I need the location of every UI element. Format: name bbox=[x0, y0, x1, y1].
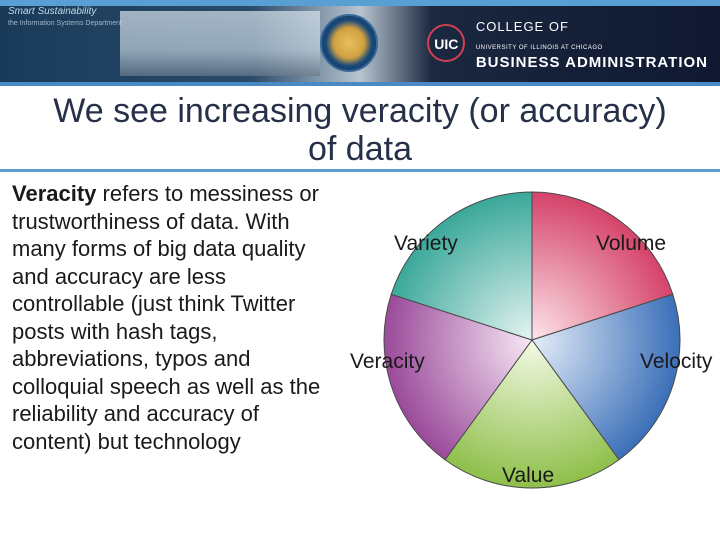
pie-label-value: Value bbox=[502, 464, 554, 488]
pie-label-velocity: Velocity bbox=[640, 350, 712, 374]
uic-university-label: UNIVERSITY OF ILLINOIS AT CHICAGO bbox=[476, 45, 603, 51]
body-paragraph: Veracity refers to messiness or trustwor… bbox=[12, 180, 342, 520]
header-banner: Smart Sustainability the Information Sys… bbox=[0, 0, 720, 82]
uic-ba-label: BUSINESS ADMINISTRATION bbox=[476, 54, 708, 71]
pie-label-veracity: Veracity bbox=[350, 350, 425, 374]
pie-label-volume: Volume bbox=[596, 232, 666, 256]
pie-chart-area: Variety Volume Velocity Value Veracity bbox=[342, 180, 714, 520]
body-rest: refers to messiness or trustworthiness o… bbox=[12, 181, 320, 454]
pie-label-variety: Variety bbox=[394, 232, 458, 256]
uic-college-label: COLLEGE OF bbox=[476, 19, 569, 34]
pie-chart bbox=[372, 180, 692, 500]
uic-logo-icon: UIC bbox=[427, 24, 465, 62]
title-region: We see increasing veracity (or accuracy)… bbox=[0, 86, 720, 172]
banner-bridge-image bbox=[120, 11, 320, 76]
content-row: Veracity refers to messiness or trustwor… bbox=[0, 172, 720, 520]
body-lead-bold: Veracity bbox=[12, 181, 96, 206]
title-underline bbox=[0, 169, 720, 172]
banner-badge-icon bbox=[320, 14, 378, 72]
banner-uic-block: UIC COLLEGE OF UNIVERSITY OF ILLINOIS AT… bbox=[427, 18, 708, 72]
banner-subtitle-left: the Information Systems Department bbox=[8, 20, 122, 27]
banner-title-left: Smart Sustainability bbox=[8, 6, 96, 17]
page-title: We see increasing veracity (or accuracy)… bbox=[40, 92, 680, 168]
